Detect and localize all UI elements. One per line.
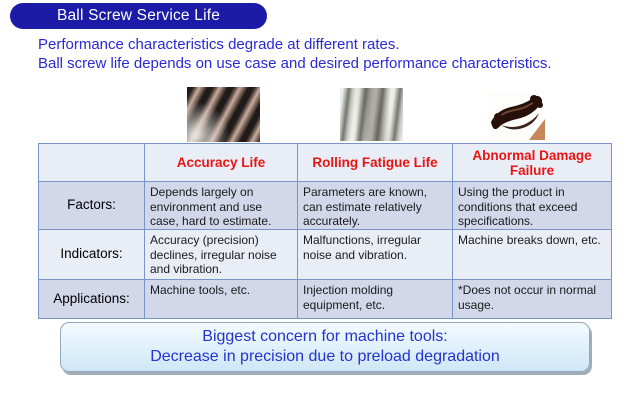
cell-applications-accuracy: Machine tools, etc. <box>145 280 297 318</box>
cell-applications-rolling: Injection molding equipment, etc. <box>298 280 452 318</box>
title-banner: Ball Screw Service Life <box>10 3 267 29</box>
column-header-abnormal-damage-failure: Abnormal Damage Failure <box>453 144 611 181</box>
cell-indicators-rolling: Malfunctions, irregular noise and vibrat… <box>298 230 452 279</box>
row-label-factors: Factors: <box>39 182 144 229</box>
intro-line-2: Ball screw life depends on use case and … <box>38 54 552 72</box>
intro-text: Performance characteristics degrade at d… <box>38 36 552 73</box>
row-label-indicators: Indicators: <box>39 230 144 279</box>
cell-factors-abnormal: Using the product in conditions that exc… <box>453 182 611 229</box>
cell-factors-accuracy: Depends largely on environment and use c… <box>145 182 297 229</box>
accuracy-life-photo <box>187 87 260 142</box>
callout-line-1: Biggest concern for machine tools: <box>202 328 448 345</box>
cell-factors-rolling: Parameters are known, can estimate relat… <box>298 182 452 229</box>
abnormal-damage-photo <box>487 91 545 140</box>
cell-indicators-accuracy: Accuracy (precision) declines, irregular… <box>145 230 297 279</box>
cell-indicators-abnormal: Machine breaks down, etc. <box>453 230 611 279</box>
callout-line-2: Decrease in precision due to preload deg… <box>150 348 500 365</box>
rolling-fatigue-photo <box>340 88 403 141</box>
cell-applications-abnormal: *Does not occur in normal usage. <box>453 280 611 318</box>
table-corner-cell <box>39 144 144 181</box>
column-header-rolling-fatigue-life: Rolling Fatigue Life <box>298 144 452 181</box>
broken-fragment-illustration <box>491 95 545 140</box>
service-life-table: Accuracy Life Rolling Fatigue Life Abnor… <box>38 143 612 319</box>
column-header-accuracy-life: Accuracy Life <box>145 144 297 181</box>
photo-texture <box>340 88 403 141</box>
bottom-callout-box: Biggest concern for machine tools: Decre… <box>60 322 590 372</box>
row-label-applications: Applications: <box>39 280 144 318</box>
photo-stain <box>340 88 403 141</box>
page-title: Ball Screw Service Life <box>56 7 221 24</box>
intro-line-1: Performance characteristics degrade at d… <box>38 36 400 53</box>
